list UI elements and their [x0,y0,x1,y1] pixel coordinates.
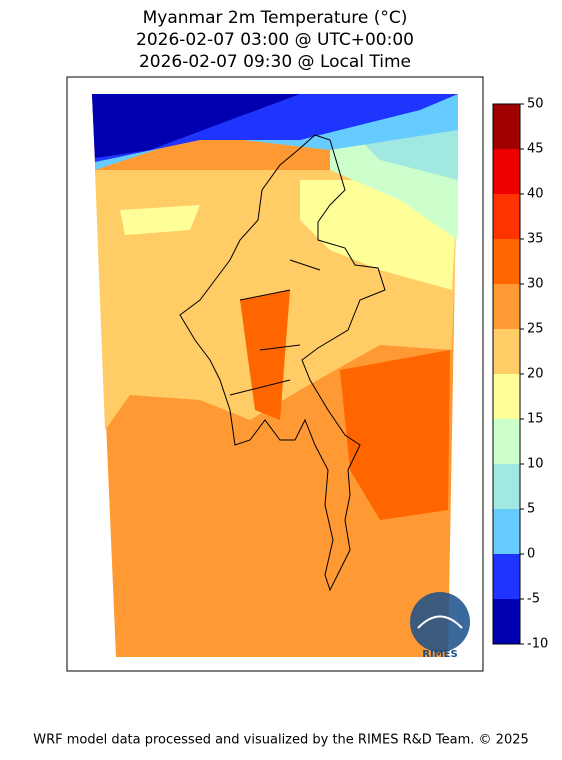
colorbar-bin [493,464,520,509]
colorbar-bin [493,509,520,554]
colorbar: -10 -5 0 5 10 15 20 25 30 35 40 45 50 [492,97,548,652]
map-patch [92,94,300,158]
colorbar-bin [493,599,520,644]
colorbar-bin [493,239,520,284]
logo-text: RIMES [422,649,457,660]
colorbar-tick-label: -5 [527,592,540,607]
colorbar-bin [493,419,520,464]
colorbar-tick-label: 40 [527,187,544,202]
colorbar-tick-label: 0 [527,547,535,562]
colorbar-bin [493,374,520,419]
logo-circle [410,592,470,652]
colorbar-tick-label: 10 [527,457,544,472]
footer: WRF model data processed and visualized … [33,733,529,748]
logo: RIMES [410,592,470,660]
colorbar-tick-label: -10 [527,637,548,652]
colorbar-bin [493,194,520,239]
title-line: 2026-02-07 03:00 @ UTC+00:00 [136,30,414,50]
colorbar-tick-label: 5 [527,502,535,517]
colorbar-tick-label: 30 [527,277,544,292]
colorbar-tick-label: 50 [527,97,544,112]
country-outline [179,134,386,592]
colorbar-bin [493,284,520,329]
title-line: Myanmar 2m Temperature (°C) [143,8,408,28]
map-patch [340,350,450,520]
colorbar-bin [493,554,520,599]
colorbar-tick-label: 25 [527,322,544,337]
colorbar-bin [493,149,520,194]
map [92,94,458,657]
map-frame [66,76,484,672]
logo-wave [417,615,463,629]
colorbar-tick-label: 45 [527,142,544,157]
colorbar-bin [493,104,520,149]
title-line: 2026-02-07 09:30 @ Local Time [139,52,411,72]
colorbar-tick-label: 20 [527,367,544,382]
colorbar-tick-label: 15 [527,412,544,427]
colorbar-tick-label: 35 [527,232,544,247]
map-patch [240,290,290,420]
colorbar-bin [493,329,520,374]
map-patch [120,205,200,235]
